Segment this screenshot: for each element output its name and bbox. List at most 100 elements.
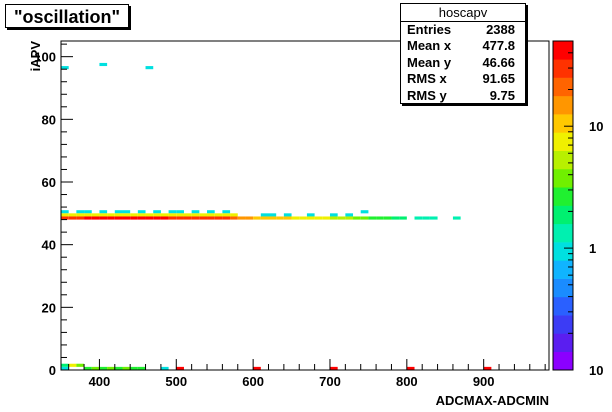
heatmap-cell bbox=[99, 216, 108, 220]
palette-swatch bbox=[553, 114, 573, 133]
heatmap-cell bbox=[99, 62, 108, 67]
heatmap-cell bbox=[214, 213, 223, 217]
heatmap-cell bbox=[145, 66, 154, 70]
stats-box: hoscapv Entries 2388 Mean x 477.8 Mean y… bbox=[400, 3, 526, 104]
palette-tick-label: 10 bbox=[589, 119, 603, 134]
stats-label: RMS x bbox=[407, 71, 447, 87]
plot-frame bbox=[60, 40, 550, 371]
x-tick-label: 900 bbox=[473, 374, 495, 389]
y-tick-label: 20 bbox=[42, 300, 56, 315]
heatmap-cell bbox=[84, 213, 92, 217]
heatmap-cell bbox=[99, 366, 108, 370]
heatmap-cell bbox=[114, 216, 123, 220]
heatmap-cell bbox=[199, 216, 208, 220]
stats-value: 91.65 bbox=[482, 71, 515, 87]
heatmap-cell bbox=[360, 210, 369, 214]
heatmap-cell bbox=[329, 366, 338, 370]
heatmap-cell bbox=[291, 216, 300, 220]
palette-swatch bbox=[553, 315, 573, 334]
heatmap-cell bbox=[122, 213, 131, 217]
palette-tick-label: 10 bbox=[589, 363, 603, 378]
heatmap-cell bbox=[429, 216, 438, 220]
heatmap-cell bbox=[176, 366, 184, 370]
heatmap-cell bbox=[130, 366, 138, 370]
heatmap-cell bbox=[153, 216, 161, 220]
heatmap-cell bbox=[222, 210, 231, 214]
heatmap-cell bbox=[61, 366, 69, 370]
heatmap-cell bbox=[207, 216, 215, 220]
heatmap-cell bbox=[207, 210, 215, 214]
heatmap-cell bbox=[84, 210, 92, 214]
heatmap-cell bbox=[237, 216, 246, 220]
stats-label: Entries bbox=[407, 22, 452, 37]
heatmap-cell bbox=[183, 213, 192, 217]
heatmap-cell bbox=[345, 213, 354, 217]
x-tick-label: 500 bbox=[165, 374, 187, 389]
heatmap-cell bbox=[306, 216, 315, 220]
palette-swatch bbox=[553, 150, 573, 170]
heatmap-cell bbox=[160, 216, 169, 220]
stats-value: 477.8 bbox=[482, 38, 515, 54]
palette-swatch bbox=[553, 351, 573, 371]
heatmap-cell bbox=[160, 366, 169, 370]
heatmap-cell bbox=[61, 363, 69, 367]
heatmap-cell bbox=[61, 66, 69, 70]
x-axis-label: ADCMAX-ADCMIN bbox=[436, 393, 549, 408]
heatmap-cell bbox=[145, 216, 154, 220]
palette-swatch bbox=[553, 205, 573, 225]
heatmap-cell bbox=[260, 213, 269, 217]
color-palette: 1 10 10 bbox=[552, 40, 603, 378]
heatmap-cell bbox=[399, 216, 407, 220]
heatmap-cell bbox=[368, 216, 377, 220]
heatmap-cell bbox=[199, 213, 208, 217]
heatmap-cell bbox=[168, 213, 177, 217]
heatmap-cell bbox=[191, 213, 200, 217]
heatmap-cell bbox=[422, 216, 430, 220]
heatmap-cell bbox=[76, 363, 85, 367]
heatmap-cell bbox=[383, 216, 392, 220]
stats-row-mean-y: Mean y 46.66 bbox=[401, 55, 525, 71]
x-tick-label: 600 bbox=[242, 374, 264, 389]
heatmap-cell bbox=[376, 216, 384, 220]
heatmap-cell bbox=[245, 216, 254, 220]
palette-frame bbox=[552, 40, 574, 371]
heatmap-cell bbox=[483, 366, 492, 370]
heatmap-cell bbox=[91, 213, 100, 217]
stats-value: 2388 bbox=[486, 22, 515, 37]
heatmap-cell bbox=[168, 210, 177, 214]
heatmap-cell bbox=[76, 210, 85, 214]
stats-label: Mean x bbox=[407, 38, 452, 54]
heatmap-cell bbox=[345, 216, 354, 220]
heatmap-cell bbox=[153, 213, 161, 217]
heatmap-cell bbox=[414, 216, 423, 220]
heatmap-cell bbox=[353, 216, 361, 220]
heatmap-cell bbox=[260, 216, 269, 220]
heatmap-cell bbox=[114, 366, 123, 370]
heatmap-cell bbox=[230, 213, 238, 217]
heatmap-cell bbox=[283, 213, 292, 217]
heatmap-cell bbox=[329, 213, 338, 217]
heatmap-cell bbox=[183, 216, 192, 220]
heatmap-cell bbox=[61, 210, 69, 214]
heatmap-cell bbox=[122, 210, 131, 214]
palette-swatch bbox=[553, 95, 573, 115]
y-tick-label: 60 bbox=[42, 175, 56, 190]
stats-value: 9.75 bbox=[489, 87, 515, 103]
heatmap-cell bbox=[99, 210, 108, 214]
stats-row-entries: Entries 2388 bbox=[401, 22, 525, 38]
palette-swatch bbox=[553, 41, 573, 60]
heatmap-cell bbox=[176, 216, 184, 220]
heatmap-cell bbox=[76, 213, 85, 217]
heatmap-cell bbox=[176, 213, 184, 217]
heatmap-cell bbox=[329, 216, 338, 220]
stats-row-mean-x: Mean x 477.8 bbox=[401, 38, 525, 54]
palette-swatch bbox=[553, 132, 573, 151]
heatmap-cell bbox=[322, 216, 330, 220]
heatmap-cell bbox=[68, 213, 77, 217]
heatmap-cell bbox=[268, 216, 277, 220]
heatmap-cell bbox=[61, 216, 69, 220]
heatmap-cell bbox=[122, 216, 131, 220]
heatmap-cell bbox=[61, 213, 69, 217]
heatmap-cell bbox=[253, 216, 261, 220]
